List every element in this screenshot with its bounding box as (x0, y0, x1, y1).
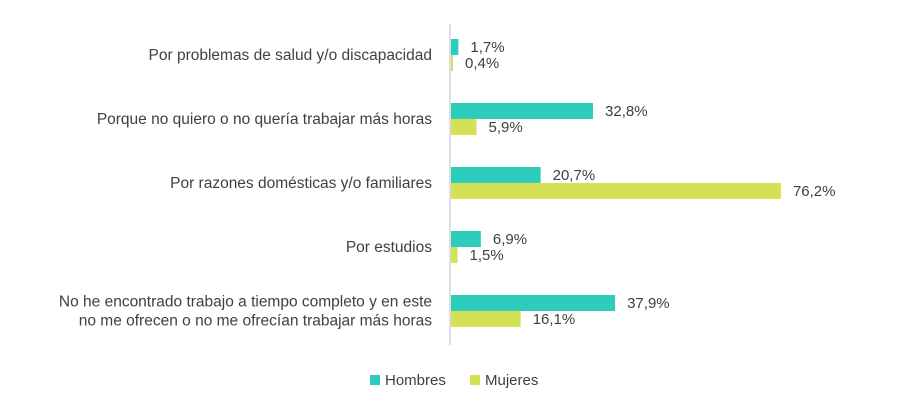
data-label: 76,2% (793, 183, 836, 200)
category-label: Por razones domésticas y/o familiares (170, 175, 432, 192)
data-label: 37,9% (627, 295, 670, 312)
bar-mujeres (451, 247, 458, 263)
data-label: 1,5% (469, 247, 503, 264)
bar-mujeres (451, 119, 477, 135)
data-label: 6,9% (493, 231, 527, 248)
data-label: 16,1% (533, 311, 576, 328)
category-label: Por estudios (346, 239, 432, 256)
category-label: Porque no quiero o no quería trabajar má… (97, 111, 432, 128)
legend-swatch-mujeres (470, 375, 480, 385)
legend-label-hombres: Hombres (385, 372, 446, 389)
bar-mujeres (451, 183, 781, 199)
data-label: 0,4% (465, 55, 499, 72)
data-label: 20,7% (553, 167, 596, 184)
bar-hombres (451, 167, 541, 183)
data-label: 32,8% (605, 103, 648, 120)
bar-hombres (451, 295, 616, 311)
bar-hombres (451, 231, 481, 247)
data-label: 5,9% (489, 119, 523, 136)
category-label: no me ofrecen o no me ofrecían trabajar … (79, 313, 432, 330)
legend-label-mujeres: Mujeres (485, 372, 538, 389)
bar-mujeres (451, 55, 453, 71)
bar-mujeres (451, 311, 521, 327)
bar-hombres (451, 103, 594, 119)
category-label: No he encontrado trabajo a tiempo comple… (59, 294, 432, 311)
category-label: Por problemas de salud y/o discapacidad (149, 47, 432, 64)
legend-swatch-hombres (370, 375, 380, 385)
data-label: 1,7% (470, 39, 504, 56)
bar-hombres (451, 39, 459, 55)
